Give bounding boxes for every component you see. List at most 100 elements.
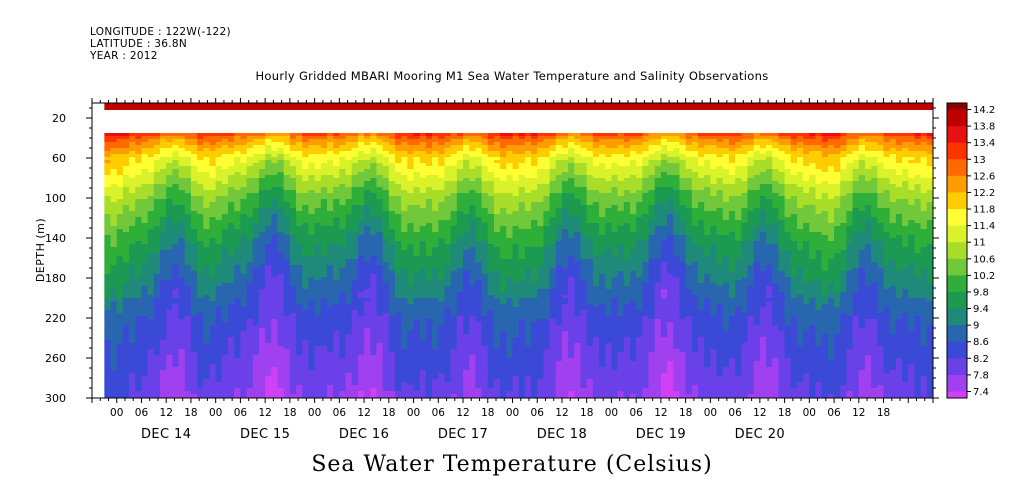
heatmap-cell xyxy=(370,226,378,230)
heatmap-cell xyxy=(357,211,365,215)
heatmap-cell xyxy=(252,148,260,152)
heatmap-cell xyxy=(203,361,211,365)
heatmap-cell xyxy=(184,256,192,260)
heatmap-cell xyxy=(271,223,279,227)
heatmap-cell xyxy=(190,178,198,182)
heatmap-cell xyxy=(438,205,446,209)
heatmap-cell xyxy=(425,379,433,383)
heatmap-cell xyxy=(184,358,192,362)
heatmap-cell xyxy=(333,202,340,206)
heatmap-cell xyxy=(314,172,322,176)
heatmap-cell xyxy=(215,361,223,365)
heatmap-cell xyxy=(296,133,303,137)
heatmap-cell xyxy=(382,247,390,251)
heatmap-cell xyxy=(296,280,303,284)
heatmap-cell xyxy=(388,358,396,362)
heatmap-cell xyxy=(351,178,359,182)
heatmap-cell xyxy=(432,349,439,353)
heatmap-cell xyxy=(339,181,347,185)
heatmap-cell xyxy=(438,382,446,386)
heatmap-cell xyxy=(388,187,396,191)
heatmap-cell xyxy=(135,232,143,236)
heatmap-cell xyxy=(160,241,167,245)
heatmap-cell xyxy=(240,229,248,233)
heatmap-cell xyxy=(395,280,402,284)
heatmap-cell xyxy=(221,145,229,149)
heatmap-cell xyxy=(320,337,328,341)
heatmap-cell xyxy=(258,364,266,368)
heatmap-cell xyxy=(234,322,242,326)
heatmap-cell xyxy=(215,322,223,326)
heatmap-cell xyxy=(314,286,322,290)
heatmap-cell xyxy=(432,208,439,212)
heatmap-cell xyxy=(419,391,427,395)
heatmap-cell xyxy=(345,145,353,149)
heatmap-cell xyxy=(357,331,365,335)
heatmap-cell xyxy=(333,370,340,374)
heatmap-cell xyxy=(382,319,390,323)
heatmap-cell xyxy=(438,199,446,203)
heatmap-cell xyxy=(289,313,297,317)
heatmap-cell xyxy=(277,379,285,383)
heatmap-cell xyxy=(314,154,322,158)
heatmap-cell xyxy=(277,196,285,200)
heatmap-cell xyxy=(345,172,353,176)
heatmap-cell xyxy=(444,382,452,386)
heatmap-cell xyxy=(376,259,384,263)
heatmap-cell xyxy=(283,181,291,185)
heatmap-cell xyxy=(110,298,118,302)
heatmap-cell xyxy=(419,349,427,353)
heatmap-cell xyxy=(190,358,198,362)
heatmap-cell xyxy=(339,298,347,302)
heatmap-cell xyxy=(197,202,204,206)
heatmap-cell xyxy=(364,391,371,395)
heatmap-cell xyxy=(110,220,118,224)
heatmap-cell xyxy=(221,178,229,182)
heatmap-cell xyxy=(289,199,297,203)
heatmap-cell xyxy=(283,217,291,221)
heatmap-cell xyxy=(215,364,223,368)
heatmap-cell xyxy=(339,232,347,236)
heatmap-cell xyxy=(166,358,173,362)
heatmap-cell xyxy=(271,184,279,188)
heatmap-cell xyxy=(395,340,402,344)
heatmap-cell xyxy=(221,328,229,332)
heatmap-cell xyxy=(258,151,266,155)
heatmap-cell xyxy=(240,232,248,236)
heatmap-cell xyxy=(326,244,334,248)
heatmap-cell xyxy=(135,163,143,167)
heatmap-cell xyxy=(271,145,279,149)
heatmap-cell xyxy=(147,274,155,278)
heatmap-cell xyxy=(413,364,421,368)
heatmap-cell xyxy=(153,139,161,143)
heatmap-cell xyxy=(190,307,198,311)
heatmap-cell xyxy=(271,235,279,239)
heatmap-cell xyxy=(376,310,384,314)
heatmap-cell xyxy=(172,265,180,269)
heatmap-cell xyxy=(320,283,328,287)
heatmap-cell xyxy=(178,250,186,254)
heatmap-cell xyxy=(345,244,353,248)
heatmap-cell xyxy=(444,349,452,353)
heatmap-cell xyxy=(432,175,439,179)
heatmap-cell xyxy=(246,391,254,395)
heatmap-cell xyxy=(333,244,340,248)
heatmap-cell xyxy=(388,175,396,179)
heatmap-cell xyxy=(388,214,396,218)
heatmap-cell xyxy=(197,235,204,239)
heatmap-cell xyxy=(302,217,310,221)
heatmap-cell xyxy=(376,379,384,383)
heatmap-cell xyxy=(228,256,235,260)
heatmap-cell xyxy=(252,388,260,392)
heatmap-cell xyxy=(407,310,415,314)
heatmap-cell xyxy=(388,199,396,203)
heatmap-cell xyxy=(314,391,322,395)
heatmap-cell xyxy=(339,373,347,377)
heatmap-cell xyxy=(308,274,316,278)
heatmap-cell xyxy=(345,235,353,239)
heatmap-cell xyxy=(228,157,235,161)
heatmap-cell xyxy=(252,331,260,335)
heatmap-cell xyxy=(438,160,446,164)
heatmap-cell xyxy=(419,187,427,191)
heatmap-cell xyxy=(388,346,396,350)
